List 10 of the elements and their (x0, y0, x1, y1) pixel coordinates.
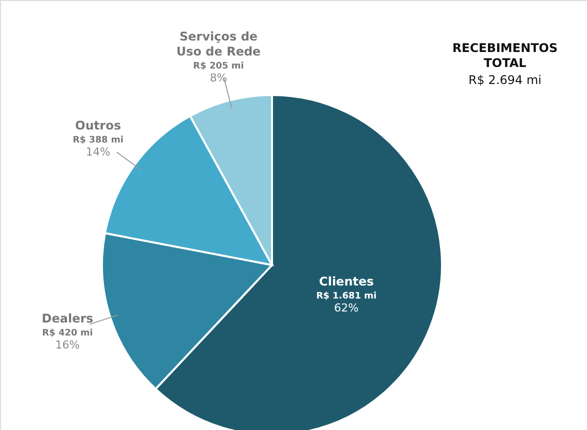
slice-label: Serviços de Uso de Rede (176, 29, 261, 58)
text: R$ 205 mi 8% (193, 61, 244, 84)
text: R$ 1.681 mi 62% (316, 291, 377, 314)
slice-label: Outros (75, 118, 121, 133)
slice-label: Dealers (42, 311, 94, 326)
text: R$ 2.694 mi (468, 73, 542, 87)
text: R$ 388 mi 14% (72, 136, 124, 159)
slice-label: Clientes (319, 274, 374, 288)
text: RECEBIMENTOS TOTAL (452, 41, 558, 70)
text: R$ 420 mi 16% (42, 328, 93, 352)
